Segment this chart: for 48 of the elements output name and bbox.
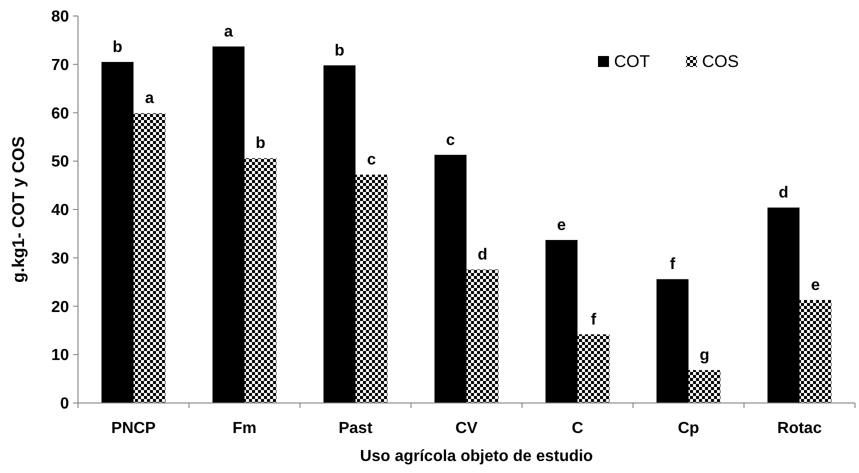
bar — [324, 65, 356, 403]
bar — [134, 113, 166, 403]
annotation: b — [334, 42, 345, 60]
y-tick-label: 10 — [51, 347, 70, 364]
x-tick-label: CV — [455, 420, 478, 437]
annotation: c — [446, 132, 456, 149]
annotation: e — [811, 276, 820, 294]
annotation: f — [590, 311, 597, 328]
bar — [434, 154, 466, 403]
legend-label: COT — [614, 52, 650, 71]
x-tick-label: Rotac — [777, 420, 822, 437]
bar — [546, 240, 578, 403]
legend-label: COS — [702, 52, 739, 71]
annotation: a — [145, 90, 154, 108]
bar — [656, 279, 688, 403]
bar — [688, 370, 720, 403]
bar — [768, 208, 800, 403]
y-tick-label: 40 — [51, 202, 70, 220]
y-tick-label: 60 — [51, 105, 70, 122]
y-tick-label: 70 — [51, 56, 70, 74]
x-tick-label: C — [572, 420, 584, 437]
y-tick-label: 0 — [60, 396, 70, 413]
x-axis-title: Uso agrícola objeto de estudio — [360, 448, 594, 465]
y-tick-label: 30 — [51, 250, 70, 268]
x-tick-label: Past — [338, 420, 374, 437]
x-tick-label: Fm — [232, 420, 256, 437]
annotation: a — [224, 23, 234, 40]
annotation: c — [367, 152, 376, 169]
x-tick-label: PNCP — [111, 420, 156, 437]
annotation: b — [112, 38, 123, 56]
y-tick-label: 20 — [51, 298, 70, 316]
annotation: f — [670, 256, 676, 274]
annotation: d — [478, 246, 488, 264]
bar — [356, 174, 388, 403]
bar — [212, 46, 244, 403]
annotation: e — [557, 216, 566, 234]
bar — [800, 300, 832, 403]
bar — [102, 62, 134, 403]
bar — [244, 158, 276, 403]
annotation: b — [256, 135, 266, 152]
y-tick-label: 50 — [51, 154, 70, 171]
bar — [578, 334, 610, 403]
bar — [466, 269, 498, 403]
y-axis-title: g.kg1- COT y COS — [9, 136, 28, 283]
annotation: g — [700, 347, 710, 364]
annotation: d — [778, 184, 788, 202]
x-tick-label: Cp — [678, 420, 700, 437]
y-tick-label: 80 — [51, 8, 70, 26]
